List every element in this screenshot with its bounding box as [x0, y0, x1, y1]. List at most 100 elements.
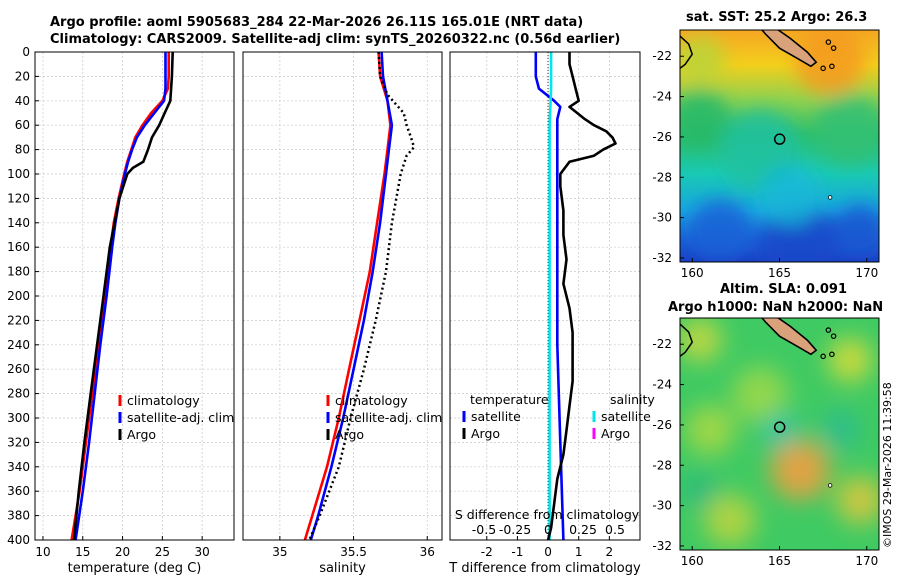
map-x-tick-label: 165 — [768, 266, 791, 280]
x-tick-label: 35.5 — [340, 545, 367, 559]
y-tick-label: 80 — [15, 143, 30, 157]
series-argo — [72, 52, 174, 540]
sla-blob — [732, 367, 788, 423]
sst-blob — [795, 30, 865, 95]
sst-blob — [680, 35, 725, 85]
island — [829, 351, 835, 358]
map-y-tick-label: -32 — [652, 539, 672, 553]
series-group — [303, 52, 416, 540]
x-tick-label: 35 — [272, 545, 287, 559]
x-tick-label: 20 — [115, 545, 130, 559]
y-tick-label: 160 — [7, 240, 30, 254]
y-tick-label: 400 — [7, 533, 30, 547]
map-y-tick-label: -30 — [652, 211, 672, 225]
map-y-tick-label: -26 — [652, 418, 672, 432]
axes-frame — [449, 51, 641, 541]
y-tick-label: 280 — [7, 387, 30, 401]
y-tick-label: 260 — [7, 362, 30, 376]
axes-frame — [242, 51, 443, 541]
legend-label: climatology — [335, 393, 408, 408]
x-tick-label: 2 — [606, 545, 614, 559]
series-group — [534, 52, 617, 540]
series-salinity-satellite — [548, 52, 553, 540]
map-x-tick-label: 160 — [681, 554, 704, 568]
sla-blob — [770, 440, 830, 500]
argo-location-marker — [773, 133, 786, 145]
coastline-west — [680, 35, 694, 69]
salinity-diff-tick-label: -0.5 — [472, 522, 496, 537]
series-satellite-adj-clim — [309, 52, 394, 540]
y-tick-label: 120 — [7, 191, 30, 205]
sst-blob — [680, 90, 730, 150]
y-tick-label: 60 — [15, 118, 30, 132]
x-tick-label: 30 — [195, 545, 210, 559]
map-y-tick-label: -22 — [652, 49, 672, 63]
sst-blob — [760, 165, 820, 225]
sla-map-title: Altim. SLA: 0.091 — [720, 282, 847, 297]
legend-title-temperature: temperature — [470, 392, 549, 407]
series-temperature-argo — [546, 52, 617, 540]
legend-label: Argo — [335, 427, 364, 442]
difference-profile: -2 -1 0 1 2 T difference from climatology — [448, 51, 641, 576]
map-y-tick-label: -32 — [652, 251, 672, 265]
sst-blob — [690, 200, 750, 260]
legend-label: satellite — [601, 409, 651, 424]
map-y-tick-label: -26 — [652, 130, 672, 144]
salinity-diff-tick-label: 0.25 — [569, 522, 597, 537]
norfolk-island — [827, 195, 833, 200]
series-satellite-adj-clim — [74, 52, 167, 540]
temperature-profile: 10 15 20 25 30 temperature (deg C) — [34, 51, 235, 576]
sla-blob — [682, 472, 718, 508]
legend-label: Argo — [601, 426, 630, 441]
sst-map: 160 165 170 -22 -24 -26 -28 -30 -32 — [652, 29, 880, 280]
x-tick-label: 25 — [155, 545, 170, 559]
x-tick-label: -2 — [481, 545, 493, 559]
sla-blob — [820, 410, 860, 450]
argo-location-marker — [773, 421, 786, 433]
y-tick-label: 360 — [7, 484, 30, 498]
island — [825, 39, 832, 45]
sla-blob — [762, 412, 798, 448]
new-caledonia-landmass — [760, 318, 818, 356]
sla-blob — [680, 318, 722, 362]
y-tick-label: 380 — [7, 509, 30, 523]
map-y-tick-label: -24 — [652, 378, 672, 392]
y-tick-label: 340 — [7, 460, 30, 474]
norfolk-island — [827, 483, 833, 488]
sla-blob — [685, 405, 735, 455]
map-x-tick-label: 170 — [855, 266, 878, 280]
island — [825, 327, 832, 333]
y-tick-label: 140 — [7, 216, 30, 230]
map-y-tick-label: -28 — [652, 458, 672, 472]
sst-blob — [835, 205, 879, 255]
y-tick-label: 100 — [7, 167, 30, 181]
legend-label: Argo — [471, 426, 500, 441]
salinity-diff-tick-label: 0 — [544, 522, 552, 537]
plot-title-line1: Argo profile: aoml 5905683_284 22-Mar-20… — [50, 15, 584, 30]
map-x-tick-label: 160 — [681, 266, 704, 280]
x-tick-label: 36 — [420, 545, 435, 559]
map-y-tick-label: -24 — [652, 90, 672, 104]
salinity-diff-axis-label: S difference from climatology — [455, 507, 640, 522]
y-tick-label: 200 — [7, 289, 30, 303]
x-tick-label: 15 — [75, 545, 90, 559]
map-y-tick-label: -28 — [652, 170, 672, 184]
map-field — [680, 30, 879, 262]
island — [829, 63, 835, 70]
y-tick-label: 320 — [7, 435, 30, 449]
island — [820, 353, 826, 360]
salinity-profile: 35 35.5 36 salinity — [242, 51, 443, 576]
y-tick-label: 240 — [7, 338, 30, 352]
legend-label: satellite-adj. clim — [335, 410, 442, 425]
new-caledonia-landmass — [760, 30, 818, 68]
series-temperature-satellite — [534, 52, 565, 540]
salinity-diff-tick-label: -0.25 — [499, 522, 531, 537]
x-tick-label: -1 — [511, 545, 523, 559]
legend-label: satellite-adj. clim — [127, 410, 234, 425]
plot-title-line2: Climatology: CARS2009. Satellite-adj cli… — [50, 32, 621, 47]
sst-blobs — [680, 30, 879, 262]
sla-map-subtitle: Argo h1000: NaN h2000: NaN — [668, 300, 884, 315]
sla-blobs — [680, 318, 879, 546]
island — [820, 65, 826, 72]
